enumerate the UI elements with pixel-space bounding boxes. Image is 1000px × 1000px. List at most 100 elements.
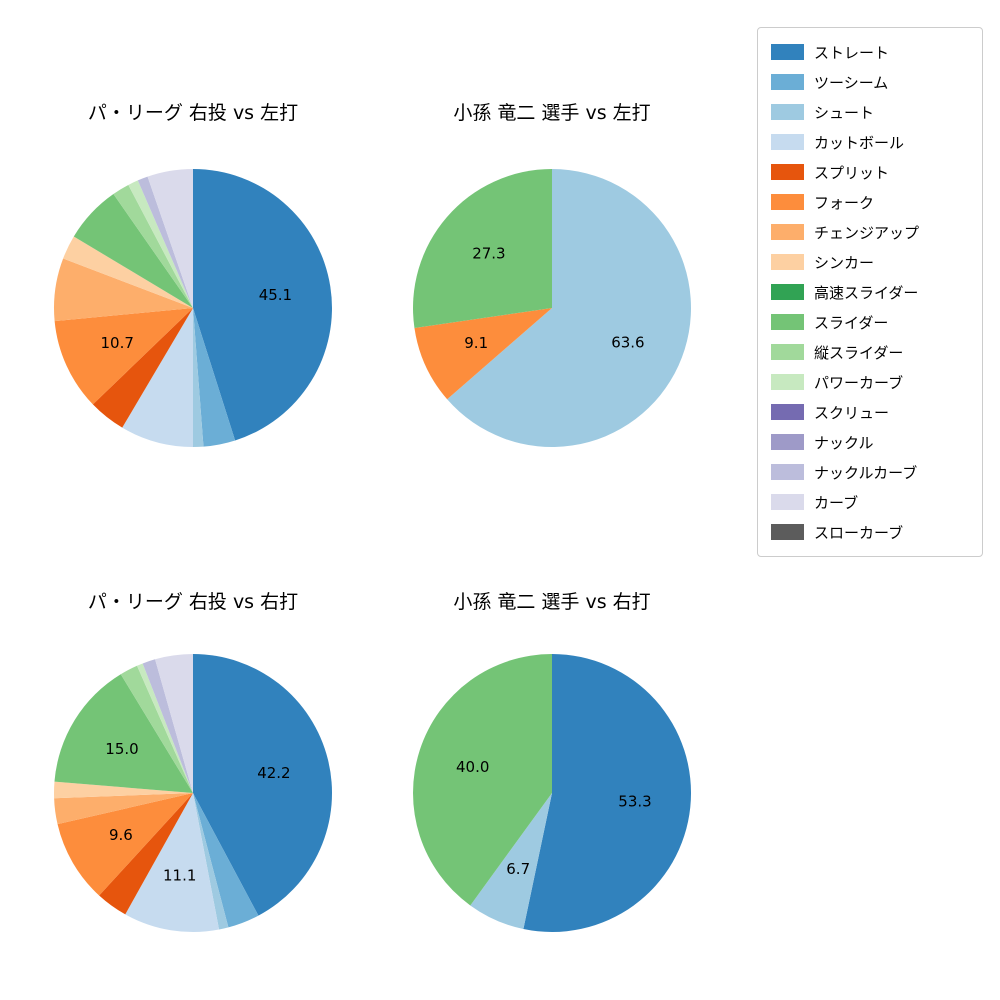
pie-slice-value-label: 6.7 xyxy=(506,860,530,878)
pie-chart-league-vs-left: 45.1 10.7 xyxy=(54,169,332,448)
legend-entry: 高速スライダー xyxy=(771,280,969,304)
pie-slice xyxy=(414,308,552,400)
pie-slice xyxy=(128,180,193,308)
pie-slice xyxy=(113,184,193,308)
legend-label: チェンジアップ xyxy=(814,223,920,242)
pie-slice xyxy=(120,665,193,793)
pie-slice xyxy=(193,169,332,441)
pie-slice xyxy=(523,654,692,932)
legend-entry: パワーカーブ xyxy=(771,370,969,394)
legend-entry: スライダー xyxy=(771,310,969,334)
pie-slice-value-label: 63.6 xyxy=(611,334,644,352)
legend-color-swatch xyxy=(771,164,804,180)
legend-entry: ナックル xyxy=(771,430,969,454)
pie-slice-value-label: 10.7 xyxy=(100,334,133,352)
legend-label: カーブ xyxy=(814,493,859,512)
legend-entry: ツーシーム xyxy=(771,70,969,94)
legend-entry: ストレート xyxy=(771,40,969,64)
pie-slice xyxy=(193,793,259,928)
legend-entry: スクリュー xyxy=(771,400,969,424)
pie-slice-value-label: 9.1 xyxy=(464,334,488,352)
legend-color-swatch xyxy=(771,344,804,360)
legend-color-swatch xyxy=(771,404,804,420)
legend-color-swatch xyxy=(771,374,804,390)
pie-slice-value-label: 45.1 xyxy=(259,286,292,304)
chart-title-player-vs-left: 小孫 竜二 選手 vs 左打 xyxy=(453,102,651,124)
pie-slice-value-label: 40.0 xyxy=(456,758,489,776)
pie-slice-value-label: 11.1 xyxy=(163,866,196,884)
legend-label: ナックル xyxy=(814,433,874,452)
legend-color-swatch xyxy=(771,464,804,480)
legend-label: 高速スライダー xyxy=(814,283,919,302)
pie-slice xyxy=(54,308,194,405)
legend-label: シンカー xyxy=(814,253,875,272)
legend-entry: ナックルカーブ xyxy=(771,460,969,484)
legend-label: スライダー xyxy=(814,313,889,332)
legend-color-swatch xyxy=(771,134,804,150)
legend-label: ツーシーム xyxy=(814,73,889,92)
pie-slice xyxy=(125,793,220,933)
legend-entry: カーブ xyxy=(771,490,969,514)
pie-slice xyxy=(54,258,194,322)
chart-title-league-vs-right: パ・リーグ 右投 vs 右打 xyxy=(87,591,299,613)
pie-slice xyxy=(63,236,193,308)
legend-entry: シュート xyxy=(771,100,969,124)
pie-slice xyxy=(99,793,193,915)
pie-slice xyxy=(137,663,193,793)
pie-slice xyxy=(413,654,552,906)
legend-label: シュート xyxy=(814,103,875,122)
legend-label: スプリット xyxy=(814,163,890,182)
legend-color-swatch xyxy=(771,434,804,450)
legend-color-swatch xyxy=(771,314,804,330)
pie-slice xyxy=(193,654,333,916)
pie-chart-league-vs-right: 42.2 11.1 9.6 15.0 xyxy=(53,654,333,933)
legend-label: スクリュー xyxy=(814,403,890,422)
legend-color-swatch xyxy=(771,224,804,240)
legend: ストレートツーシームシュートカットボール スプリットフォークチェンジアップ シンカー… xyxy=(757,27,983,557)
legend-label: スローカーブ xyxy=(814,523,904,542)
pie-slice-value-label: 27.3 xyxy=(472,244,505,262)
legend-color-swatch xyxy=(771,74,804,90)
pie-slice xyxy=(193,308,236,447)
legend-entry: 縦スライダー xyxy=(771,340,969,364)
legend-color-swatch xyxy=(771,524,804,540)
legend-color-swatch xyxy=(771,254,804,270)
legend-entry: フォーク xyxy=(771,190,969,214)
pie-slice xyxy=(413,169,552,329)
chart-title-player-vs-right: 小孫 竜二 選手 vs 右打 xyxy=(453,591,651,613)
legend-label: 縦スライダー xyxy=(814,343,904,362)
pie-slice xyxy=(54,793,193,825)
pie-slice xyxy=(155,654,193,793)
legend-entry: シンカー xyxy=(771,250,969,274)
pie-slice xyxy=(470,793,552,930)
pie-slice xyxy=(53,781,194,799)
legend-label: フォーク xyxy=(814,193,875,212)
pie-slice xyxy=(137,176,193,308)
legend-label: ナックルカーブ xyxy=(814,463,918,482)
legend-entry: スローカーブ xyxy=(771,520,969,544)
pie-slice-value-label: 9.6 xyxy=(109,826,133,844)
legend-color-swatch xyxy=(771,194,804,210)
pie-slice-value-label: 15.0 xyxy=(105,740,138,758)
chart-title-league-vs-left: パ・リーグ 右投 vs 左打 xyxy=(87,102,299,124)
pie-slice xyxy=(193,308,204,448)
pie-slice xyxy=(92,308,193,428)
pie-slice xyxy=(57,793,193,896)
legend-entry: カットボール xyxy=(771,130,969,154)
legend-entry: チェンジアップ xyxy=(771,220,969,244)
legend-label: カットボール xyxy=(814,133,905,152)
legend-color-swatch xyxy=(771,284,804,300)
legend-color-swatch xyxy=(771,494,804,510)
legend-label: ストレート xyxy=(814,43,890,62)
pie-chart-player-vs-left: 63.6 9.1 27.3 xyxy=(413,169,691,447)
pie-slice xyxy=(73,194,193,308)
pie-slice xyxy=(147,169,193,308)
pie-slice xyxy=(54,674,194,793)
legend-label: パワーカーブ xyxy=(814,373,904,392)
legend-entry: スプリット xyxy=(771,160,969,184)
pie-slice-value-label: 53.3 xyxy=(618,793,651,811)
pie-slice xyxy=(193,793,229,930)
pie-chart-player-vs-right: 53.3 6.7 40.0 xyxy=(413,654,692,932)
pie-slice-value-label: 42.2 xyxy=(257,764,290,782)
